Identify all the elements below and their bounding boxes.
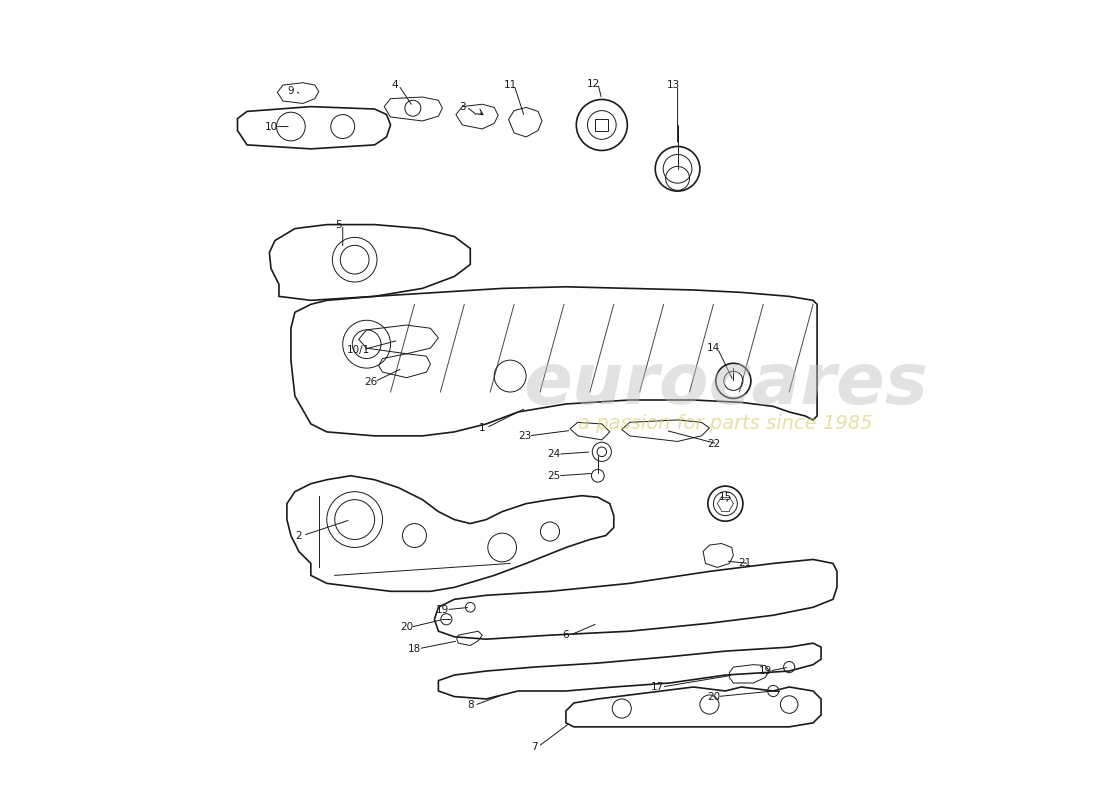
Text: 14: 14: [707, 343, 721, 353]
Text: 24: 24: [548, 450, 561, 459]
Text: 20: 20: [400, 622, 414, 632]
Text: 19: 19: [436, 605, 449, 614]
Text: 6: 6: [562, 630, 570, 640]
Text: 8: 8: [468, 700, 474, 710]
Text: 7: 7: [530, 742, 538, 752]
Text: 10/1: 10/1: [346, 345, 371, 354]
Text: 22: 22: [707, 439, 721, 449]
Text: 5: 5: [336, 220, 342, 230]
Text: 18: 18: [408, 644, 421, 654]
Text: 2: 2: [296, 530, 303, 541]
Text: 11: 11: [504, 80, 517, 90]
Text: 10: 10: [264, 122, 277, 131]
Text: a passion for parts since 1985: a passion for parts since 1985: [579, 414, 872, 434]
Text: 20: 20: [707, 691, 721, 702]
Text: 19: 19: [759, 666, 772, 676]
Text: eurocares: eurocares: [522, 350, 927, 418]
Text: 12: 12: [587, 78, 601, 89]
Text: 17: 17: [651, 682, 664, 692]
Text: 4: 4: [392, 80, 398, 90]
Text: 13: 13: [667, 80, 680, 90]
Text: 3: 3: [459, 102, 465, 112]
Text: 9: 9: [287, 86, 294, 96]
Text: 25: 25: [548, 470, 561, 481]
Text: 15: 15: [718, 492, 732, 502]
Text: 26: 26: [364, 377, 377, 386]
Text: 23: 23: [518, 431, 531, 441]
Text: 21: 21: [739, 558, 752, 569]
Circle shape: [592, 470, 604, 482]
Text: 1: 1: [478, 423, 485, 433]
